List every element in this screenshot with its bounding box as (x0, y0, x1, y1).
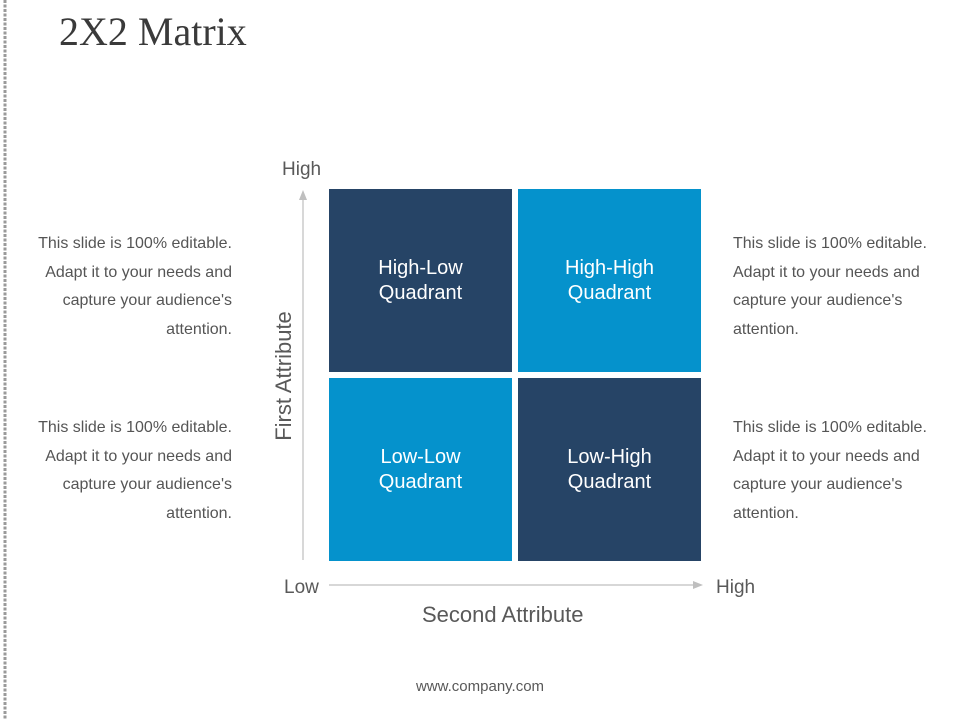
text-block-bottom-left: This slide is 100% editable. Adapt it to… (38, 419, 232, 522)
decorative-left-border (3, 0, 7, 720)
quadrant-high-high-label: High-High Quadrant (565, 256, 654, 304)
slide-title: 2X2 Matrix (59, 9, 247, 54)
text-block-bottom-right: This slide is 100% editable. Adapt it to… (733, 419, 927, 522)
quadrant-high-low-label: High-Low Quadrant (378, 256, 463, 304)
text-block-top-right: This slide is 100% editable. Adapt it to… (733, 235, 927, 338)
quadrant-low-high-label: Low-High Quadrant (567, 445, 652, 493)
quadrant-low-low: Low-Low Quadrant (329, 378, 512, 561)
x-axis-arrowhead (693, 581, 703, 589)
axis-low-label: Low (284, 577, 319, 598)
quadrant-low-high: Low-High Quadrant (518, 378, 701, 561)
quadrant-high-low: High-Low Quadrant (329, 189, 512, 372)
x-axis-high-label: High (716, 577, 756, 598)
footer-url: www.company.com (415, 678, 545, 695)
quadrant-high-high: High-High Quadrant (518, 189, 701, 372)
y-axis-arrowhead (299, 190, 307, 200)
quadrant-low-low-label: Low-Low Quadrant (378, 445, 463, 493)
y-axis-high-label: High (282, 159, 322, 180)
y-axis-title: First Attribute (271, 311, 296, 441)
x-axis-title: Second Attribute (422, 602, 584, 627)
text-block-top-left: This slide is 100% editable. Adapt it to… (38, 235, 232, 338)
